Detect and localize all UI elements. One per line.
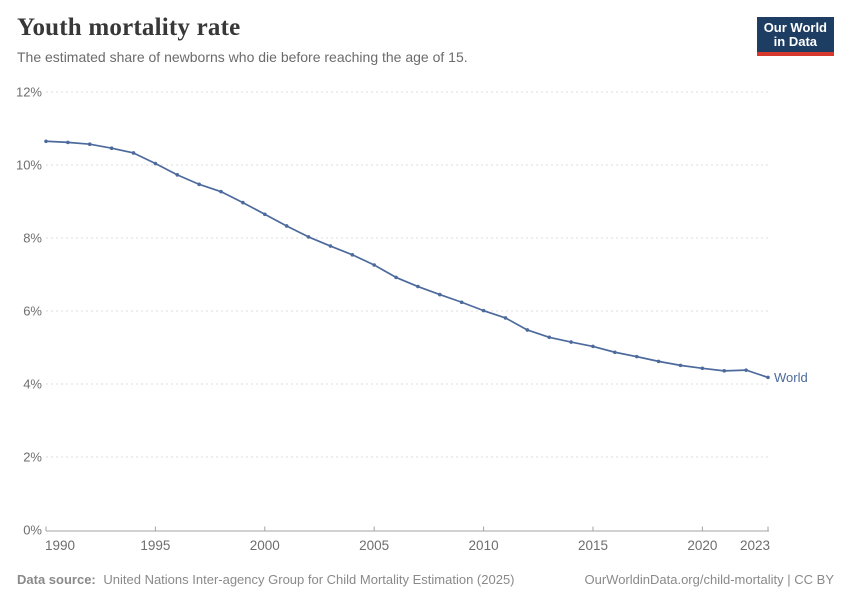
y-axis-label: 2% xyxy=(23,450,42,465)
x-axis-label: 2010 xyxy=(469,538,499,553)
x-axis-label: 1995 xyxy=(140,538,170,553)
world-series-point[interactable] xyxy=(656,359,661,364)
world-series-point[interactable] xyxy=(350,252,355,257)
world-series-point[interactable] xyxy=(328,244,333,248)
data-source-label: Data source: xyxy=(17,572,96,587)
world-series-point[interactable] xyxy=(219,189,223,194)
world-series-point[interactable] xyxy=(503,316,508,320)
y-axis-label: 12% xyxy=(16,85,42,100)
world-series-point[interactable] xyxy=(744,368,748,372)
x-axis-label: 2020 xyxy=(687,538,717,553)
world-series-point[interactable] xyxy=(44,139,48,144)
data-source-value[interactable]: United Nations Inter-agency Group for Ch… xyxy=(103,572,515,587)
x-axis-label: 1990 xyxy=(45,538,75,553)
world-series-point[interactable] xyxy=(459,300,464,305)
y-axis-label: 6% xyxy=(23,304,42,319)
world-series-point[interactable] xyxy=(66,140,70,145)
world-series-point[interactable] xyxy=(591,344,595,349)
world-series-point[interactable] xyxy=(613,350,617,355)
chart-subtitle: The estimated share of newborns who die … xyxy=(17,49,468,65)
world-series-point[interactable] xyxy=(262,212,267,217)
header: Youth mortality rate The estimated share… xyxy=(17,14,834,65)
owid-logo[interactable]: Our World in Data xyxy=(756,17,834,56)
world-series-label: World xyxy=(774,370,808,385)
x-axis-label: 2015 xyxy=(578,538,608,553)
world-series-point[interactable] xyxy=(525,328,530,332)
world-series-point[interactable] xyxy=(416,284,420,289)
world-series-point[interactable] xyxy=(197,182,201,187)
world-series-point[interactable] xyxy=(766,375,770,380)
world-series-point[interactable] xyxy=(284,224,289,228)
world-series-line[interactable] xyxy=(45,140,769,379)
world-series-point[interactable] xyxy=(438,292,442,297)
world-series-point[interactable] xyxy=(700,366,705,371)
data-source: Data source: United Nations Inter-agency… xyxy=(17,572,515,587)
world-series-point[interactable] xyxy=(109,146,114,151)
footer: Data source: United Nations Inter-agency… xyxy=(17,572,834,587)
world-series-point[interactable] xyxy=(547,335,552,340)
world-series-point[interactable] xyxy=(306,235,311,239)
y-axis-label: 4% xyxy=(23,377,42,392)
world-series-point[interactable] xyxy=(372,263,376,267)
owid-logo-line2: in Data xyxy=(773,34,818,49)
world-series-point[interactable] xyxy=(481,308,486,313)
world-series-point[interactable] xyxy=(153,161,158,166)
world-series-point[interactable] xyxy=(678,363,683,368)
owid-logo-line1: Our World xyxy=(763,20,827,35)
y-axis-label: 10% xyxy=(16,158,42,173)
x-axis-label: 2005 xyxy=(359,538,389,553)
y-axis-label: 0% xyxy=(23,523,42,538)
world-series-point[interactable] xyxy=(394,275,398,280)
world-series-point[interactable] xyxy=(175,173,180,177)
world-series-point[interactable] xyxy=(569,340,573,344)
world-series-point[interactable] xyxy=(131,151,136,155)
x-axis-label: 2023 xyxy=(740,538,770,553)
x-axis-label: 2000 xyxy=(250,538,280,553)
y-axis-label: 8% xyxy=(23,231,42,246)
chart-title: Youth mortality rate xyxy=(17,14,241,41)
world-series-point[interactable] xyxy=(634,354,639,359)
world-series-point[interactable] xyxy=(87,142,92,146)
world-series-point[interactable] xyxy=(722,369,727,373)
world-series-point[interactable] xyxy=(241,200,245,205)
footer-citation-link[interactable]: OurWorldinData.org/child-mortality | CC … xyxy=(584,572,835,587)
